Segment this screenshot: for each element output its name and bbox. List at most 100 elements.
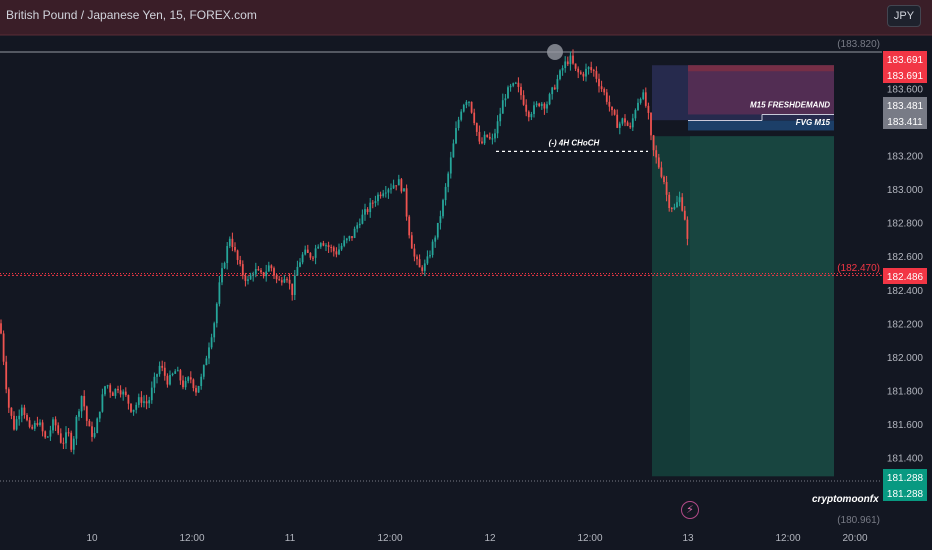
candle-up [319, 243, 322, 247]
candle-down [291, 283, 294, 295]
candle-up [340, 245, 343, 250]
candle-up [122, 391, 125, 395]
y-tick-label: 182.000 [887, 353, 924, 364]
symbol-title: British Pound / Japanese Yen, 15, FOREX.… [6, 8, 257, 22]
candle-up [436, 222, 439, 238]
candle-up [267, 265, 270, 272]
candle-down [70, 432, 73, 450]
candle-down [574, 63, 577, 69]
candle-down [182, 380, 184, 388]
candle-down [163, 367, 166, 376]
candle-down [231, 238, 234, 248]
candle-up [457, 119, 460, 129]
candle-up [465, 101, 468, 105]
candle-up [208, 347, 210, 359]
stop-label-bg [883, 51, 927, 67]
candle-up [673, 207, 676, 209]
candle-up [468, 101, 470, 103]
candle-down [613, 110, 616, 115]
candle-down [91, 426, 93, 437]
candle-up [618, 123, 621, 128]
candle-up [314, 248, 317, 258]
candle-down [475, 123, 478, 132]
candle-down [306, 249, 309, 253]
candle-down [7, 389, 10, 408]
candle-down [371, 202, 374, 204]
candle-down [379, 194, 382, 197]
candle-down [577, 68, 580, 73]
candle-up [494, 133, 496, 139]
zone-bottom-label: 183.411 [887, 117, 923, 128]
dotted-ref-label: (182.470) [837, 263, 880, 274]
candle-down [130, 403, 132, 412]
candle-up [460, 111, 463, 120]
candle-up [462, 104, 465, 112]
candle-up [423, 263, 426, 271]
candle-down [278, 279, 281, 281]
candle-up [301, 254, 304, 263]
candle-down [522, 95, 525, 105]
candle-up [358, 223, 361, 226]
candle-down [608, 101, 611, 107]
candle-up [676, 202, 678, 208]
candle-up [439, 216, 442, 223]
candle-up [530, 113, 533, 118]
candle-up [174, 371, 177, 374]
x-tick-label: 12:00 [377, 533, 402, 544]
candle-up [449, 157, 452, 174]
candle-down [189, 377, 192, 380]
candle-up [392, 185, 395, 189]
candle-up [215, 303, 218, 324]
candle-down [36, 423, 39, 426]
candle-down [241, 264, 244, 276]
candle-down [543, 103, 546, 109]
currency-button[interactable]: JPY [887, 5, 921, 27]
candle-down [478, 131, 481, 142]
candle-up [426, 256, 429, 264]
candle-up [96, 418, 99, 434]
candle-up [106, 385, 109, 387]
candle-up [447, 173, 450, 187]
candle-down [395, 185, 398, 187]
candle-down [527, 111, 530, 118]
candle-down [686, 219, 689, 239]
candle-up [226, 245, 229, 263]
candle-up [104, 386, 106, 395]
candle-up [80, 396, 83, 412]
candle-down [624, 118, 626, 123]
candle-down [275, 275, 278, 280]
candle-down [405, 188, 408, 217]
y-tick-label: 181.800 [887, 386, 924, 397]
candle-down [538, 103, 541, 106]
candle-up [338, 249, 340, 255]
candle-up [452, 143, 455, 158]
lightning-icon[interactable]: ⚡ [681, 501, 699, 519]
candle-down [280, 280, 283, 283]
candle-down [288, 279, 291, 284]
candle-up [223, 262, 226, 269]
candle-up [114, 388, 117, 396]
candle-up [431, 241, 434, 256]
x-tick-label: 10 [86, 533, 98, 544]
candle-up [156, 374, 158, 377]
y-tick-label: 182.400 [887, 286, 924, 297]
candle-up [564, 61, 567, 69]
candle-down [62, 442, 65, 444]
y-tick-label: 181.600 [887, 420, 924, 431]
x-tick-label: 11 [285, 533, 296, 544]
candle-up [546, 104, 548, 109]
candle-down [605, 92, 608, 102]
candle-up [369, 202, 372, 213]
candle-up [135, 404, 138, 410]
candle-up [429, 255, 431, 257]
candle-up [364, 209, 366, 215]
candle-down [31, 426, 34, 429]
target-label-bg [883, 469, 927, 485]
candle-up [46, 436, 49, 438]
candle-down [663, 176, 665, 183]
candle-down [166, 375, 169, 385]
y-tick-label: 181.400 [887, 454, 924, 465]
candle-down [2, 333, 5, 362]
